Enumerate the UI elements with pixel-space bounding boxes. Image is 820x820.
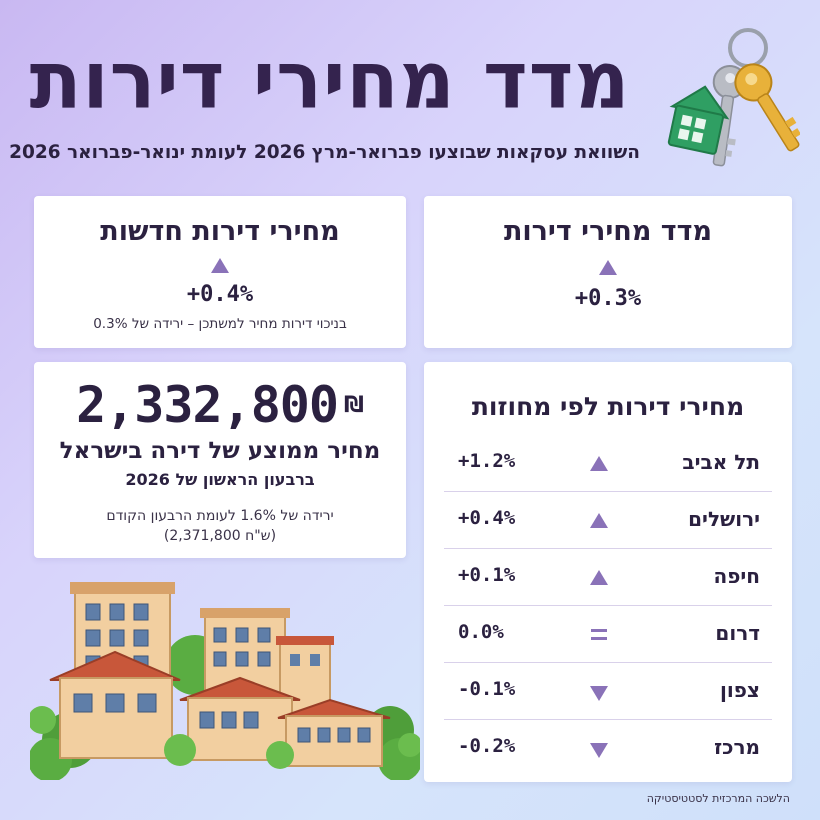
districts-card: מחירי דירות לפי מחוזות תל אביב +1.2% ירו…: [424, 362, 792, 782]
average-price-note-1: ירידה של 1.6% לעומת הרבעון הקודם: [106, 508, 334, 524]
district-row-tel-aviv: תל אביב +1.2%: [444, 436, 772, 492]
district-row-north: צפון -0.1%: [444, 664, 772, 720]
district-name: ירושלים: [688, 507, 760, 531]
districts-title: מחירי דירות לפי מחוזות: [471, 392, 745, 421]
new-apartments-title: מחירי דירות חדשות: [100, 216, 340, 247]
up-arrow-icon: [599, 260, 617, 275]
district-change: +0.4%: [458, 507, 516, 529]
district-change: +1.2%: [458, 450, 516, 472]
up-arrow-icon: [211, 258, 229, 273]
district-change: -0.1%: [458, 678, 516, 700]
district-row-haifa: חיפה +0.1%: [444, 550, 772, 606]
new-apartments-card: מחירי דירות חדשות +0.4% בניכוי דירות מחי…: [34, 196, 406, 348]
price-line: 2,332,800 ₪: [34, 376, 406, 436]
page-title: מדד מחירי דירות: [29, 32, 631, 127]
district-name: חיפה: [713, 564, 760, 588]
district-name: צפון: [720, 678, 760, 702]
district-name: דרום: [715, 621, 760, 645]
district-row-south: דרום 0.0%: [444, 607, 772, 663]
district-name: תל אביב: [682, 450, 760, 474]
district-row-center: מרכז -0.2%: [444, 721, 772, 777]
buildings-illustration: [30, 582, 420, 780]
index-card: מדד מחירי דירות +0.3%: [424, 196, 792, 348]
district-row-jerusalem: ירושלים +0.4%: [444, 493, 772, 549]
district-change: -0.2%: [458, 735, 516, 757]
index-change: +0.3%: [574, 286, 642, 311]
average-price-label: מחיר ממוצע של דירה בישראל: [59, 438, 381, 464]
source-credit: הלשכה המרכזית לסטטיסטיקה: [646, 792, 790, 805]
index-card-title: מדד מחירי דירות: [503, 216, 713, 247]
district-change: +0.1%: [458, 564, 516, 586]
new-apartments-note: בניכוי דירות מחיר למשתכן – ירידה של 0.3%: [93, 316, 347, 332]
average-price: 2,332,800: [76, 376, 339, 434]
shekel-icon: ₪: [344, 392, 364, 418]
new-apartments-change: +0.4%: [186, 282, 254, 307]
page-subtitle: השוואת עסקאות שבוצעו פברואר-מרץ 2026 לעו…: [9, 142, 640, 163]
district-name: מרכז: [714, 735, 760, 759]
average-price-note-2: (2,371,800 ש"ח): [163, 528, 277, 544]
average-price-card: 2,332,800 ₪ מחיר ממוצע של דירה בישראל ברב…: [34, 362, 406, 558]
districts-list: תל אביב +1.2% ירושלים +0.4% חיפה +0.1% ד…: [424, 436, 792, 774]
district-change: 0.0%: [458, 621, 504, 643]
keys-icon: [667, 28, 800, 167]
average-price-period: ברבעון הראשון של 2026: [125, 470, 315, 489]
